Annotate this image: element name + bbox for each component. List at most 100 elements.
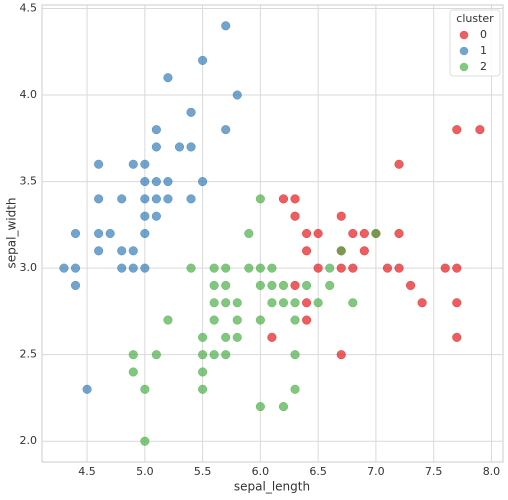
point <box>336 263 346 273</box>
point <box>394 228 404 239</box>
legend: cluster 0 1 2 <box>449 9 501 77</box>
point <box>140 436 150 446</box>
point <box>290 384 300 394</box>
point <box>128 159 138 169</box>
point <box>140 211 150 221</box>
point <box>302 315 312 325</box>
point <box>440 263 450 273</box>
point <box>348 263 358 273</box>
point <box>255 280 265 290</box>
point <box>221 125 231 135</box>
point <box>198 177 208 187</box>
point <box>221 298 231 308</box>
point <box>198 350 208 360</box>
point <box>186 107 196 117</box>
legend-title: cluster <box>456 12 494 25</box>
point <box>475 125 485 135</box>
legend-marker <box>459 30 469 40</box>
point <box>105 228 115 239</box>
point <box>209 263 219 273</box>
point <box>198 55 208 65</box>
y-tick-label: 3.5 <box>20 175 38 188</box>
point <box>128 263 138 273</box>
point <box>163 73 173 83</box>
point <box>232 298 242 308</box>
point <box>163 177 173 187</box>
point <box>359 246 369 256</box>
y-tick-label: 3.0 <box>20 261 38 274</box>
point <box>313 228 323 239</box>
point <box>255 402 265 412</box>
x-axis-label: sepal_length <box>234 480 310 494</box>
point <box>267 263 277 273</box>
point <box>198 332 208 342</box>
point <box>232 90 242 100</box>
y-axis-label: sepal_width <box>5 197 19 268</box>
point <box>128 246 138 256</box>
point <box>151 177 161 187</box>
point <box>140 159 150 169</box>
x-tick-label: 6.0 <box>252 465 270 478</box>
legend-label: 0 <box>480 28 487 41</box>
point <box>244 228 254 239</box>
point <box>209 350 219 360</box>
point <box>70 263 81 273</box>
y-tick-label: 4.5 <box>20 1 38 14</box>
point <box>394 263 404 273</box>
point <box>325 280 335 290</box>
legend-label: 2 <box>480 60 487 73</box>
point <box>452 125 462 135</box>
point <box>255 263 265 273</box>
legend-marker <box>459 46 469 56</box>
point <box>151 125 161 135</box>
point <box>186 263 196 273</box>
marks <box>59 21 485 446</box>
point <box>290 298 300 308</box>
point <box>174 142 185 152</box>
x-tick-label: 4.5 <box>78 465 96 478</box>
point <box>209 280 219 290</box>
point <box>267 280 277 290</box>
point <box>94 246 104 256</box>
point <box>94 228 104 239</box>
point <box>117 194 127 204</box>
point <box>140 263 150 273</box>
point <box>59 263 69 273</box>
point <box>267 298 277 308</box>
point <box>94 159 104 169</box>
legend-box <box>449 9 501 77</box>
point <box>336 350 346 360</box>
point <box>371 228 381 239</box>
point <box>94 194 104 204</box>
point <box>209 298 219 308</box>
point <box>359 228 369 239</box>
point <box>417 298 427 308</box>
point <box>140 228 150 239</box>
point <box>325 263 335 273</box>
point <box>290 280 300 290</box>
legend-label: 1 <box>480 44 487 57</box>
point <box>302 246 312 256</box>
x-tick-label: 5.5 <box>194 465 212 478</box>
point <box>221 263 231 273</box>
point <box>244 263 254 273</box>
y-tick-label: 2.5 <box>20 348 38 361</box>
point <box>221 332 231 342</box>
x-tick-label: 6.5 <box>309 465 327 478</box>
point <box>278 280 289 290</box>
point <box>117 246 127 256</box>
point <box>117 263 127 273</box>
point <box>82 384 92 394</box>
point <box>70 228 81 239</box>
point <box>348 298 358 308</box>
point <box>151 142 161 152</box>
x-tick-label: 7.0 <box>367 465 385 478</box>
point <box>221 280 231 290</box>
point <box>290 350 300 360</box>
point <box>336 211 346 221</box>
legend-marker <box>459 62 469 72</box>
point <box>198 367 208 377</box>
point <box>186 194 196 204</box>
point <box>163 315 173 325</box>
